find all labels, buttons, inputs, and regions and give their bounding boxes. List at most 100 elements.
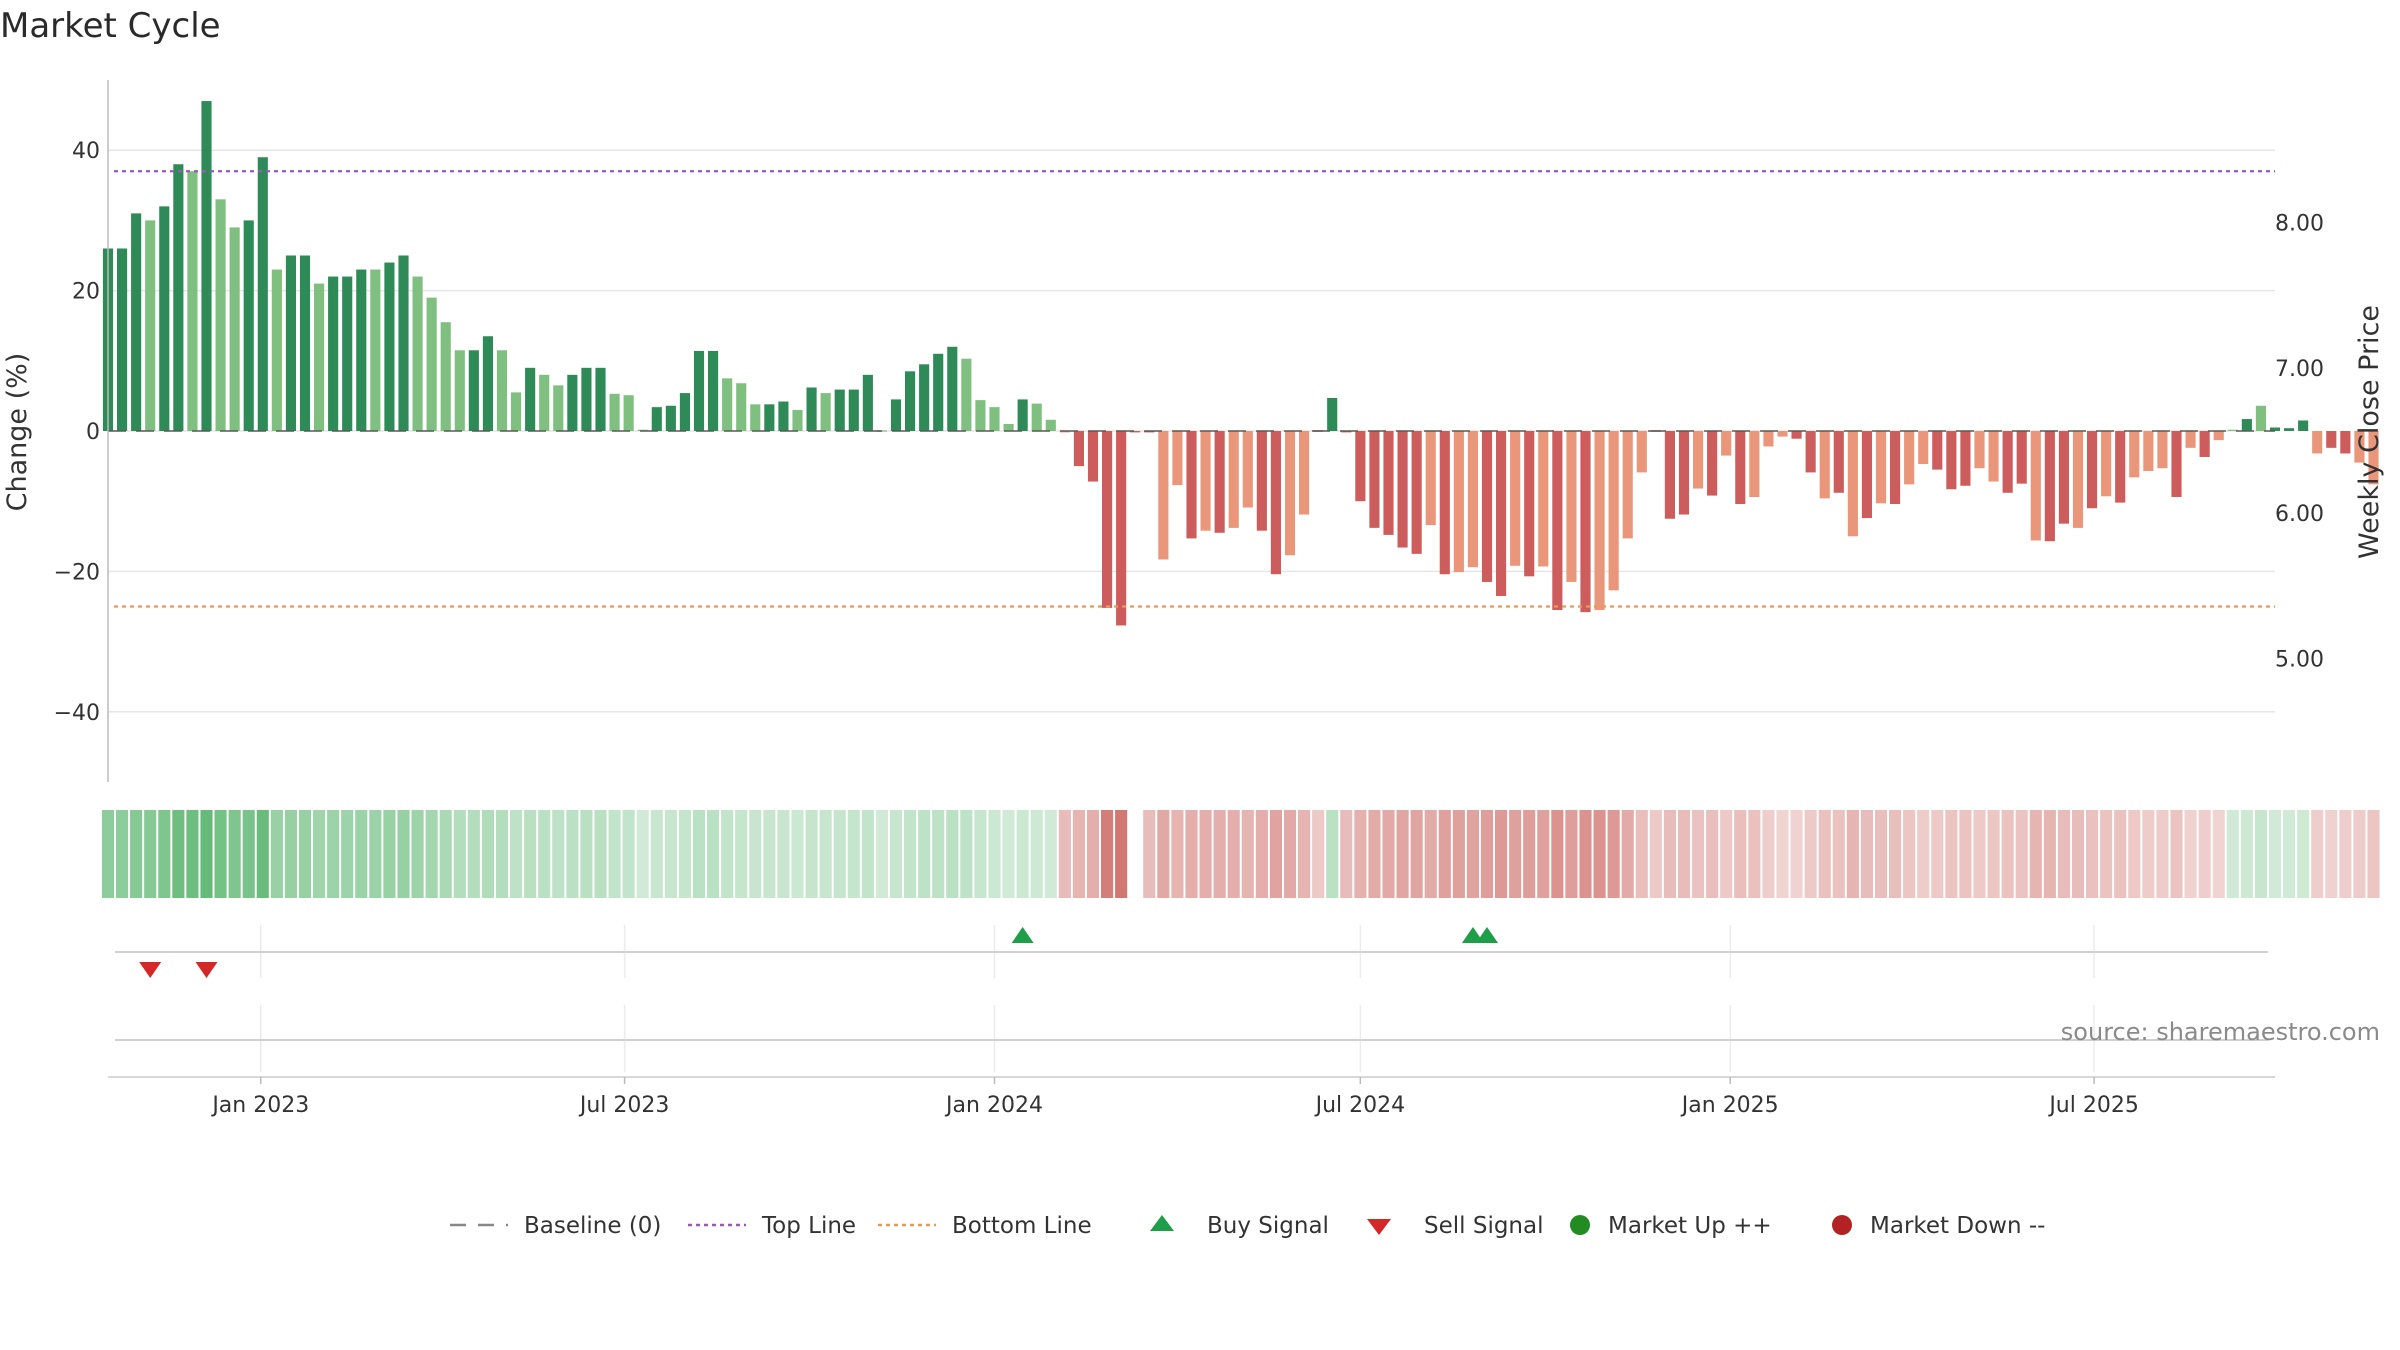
strip-cell [918, 810, 931, 898]
y-tick-label: −20 [54, 560, 100, 585]
change-bar [1045, 419, 1056, 431]
strip-cell [2057, 810, 2070, 898]
change-bar [1397, 431, 1408, 548]
strip-cell [453, 810, 466, 898]
source-label: source: sharemaestro.com [2061, 1018, 2380, 1046]
strip-cell [1692, 810, 1705, 898]
change-bar [567, 374, 578, 431]
intensity-strip [101, 810, 2380, 898]
strip-cell [1199, 810, 1212, 898]
strip-cell [889, 810, 903, 898]
change-bar [229, 227, 240, 431]
legend-label: Baseline (0) [524, 1213, 661, 1239]
change-bar [1270, 431, 1281, 575]
change-bar [1904, 431, 1915, 485]
change-bar [609, 393, 620, 431]
change-bar [862, 374, 873, 431]
strip-cell [1804, 810, 1817, 898]
change-bar [2072, 431, 2084, 528]
legend-sell-icon [1367, 1219, 1391, 1235]
strip-cell [467, 810, 480, 898]
strip-cell [1790, 810, 1803, 898]
strip-cell [875, 810, 888, 898]
strip-cell [847, 810, 860, 898]
change-bar [511, 392, 522, 431]
change-bar [2143, 431, 2154, 472]
change-bar [693, 350, 705, 431]
legend-label: Sell Signal [1424, 1213, 1544, 1239]
strip-cell [1551, 810, 1564, 898]
change-bar [778, 401, 789, 431]
change-bar [468, 350, 479, 431]
legend-buy-icon [1150, 1215, 1174, 1231]
change-bar [1833, 431, 1844, 493]
strip-cell [1903, 810, 1916, 898]
strip-cell [636, 810, 649, 898]
strip-cell [1171, 810, 1184, 898]
strip-cell [988, 810, 1001, 898]
change-bar [2087, 431, 2098, 509]
strip-cell [2156, 810, 2169, 898]
strip-cell [256, 810, 269, 898]
change-bar [2058, 431, 2069, 524]
strip-cell [1368, 810, 1381, 898]
y2-tick-label: 6.00 [2275, 502, 2324, 527]
strip-cell [411, 810, 424, 898]
x-tick-label: Jan 2024 [944, 1093, 1043, 1118]
change-bar [314, 283, 325, 431]
signals-panel [115, 925, 2268, 978]
strip-cell [608, 810, 621, 898]
change-bar [1439, 431, 1450, 575]
change-bar [736, 383, 747, 431]
change-bar [679, 393, 690, 431]
change-bar [975, 400, 986, 431]
strip-cell [130, 810, 143, 898]
strip-cell [1410, 810, 1423, 898]
strip-cell [1438, 810, 1451, 898]
strip-cell [481, 810, 494, 898]
change-bar [1580, 431, 1591, 613]
change-bar [2030, 431, 2041, 541]
change-bar [1791, 431, 1802, 439]
change-bar [1552, 431, 1563, 611]
change-bar [2129, 431, 2140, 478]
change-bar [1228, 431, 1239, 528]
change-bar [398, 255, 409, 431]
change-bar [2255, 405, 2266, 431]
change-bar [454, 350, 465, 431]
change-bar [722, 378, 733, 431]
change-bar [2101, 431, 2112, 497]
change-bar [187, 171, 198, 431]
reference-lines [108, 170, 2275, 608]
strip-cell [1480, 810, 1494, 898]
strip-cell [116, 810, 129, 898]
strip-cell [510, 810, 523, 898]
strip-cell [1734, 810, 1747, 898]
change-bar [2002, 431, 2013, 493]
strip-cell [1452, 810, 1465, 898]
change-bar [1256, 431, 1267, 531]
strip-cell [833, 810, 846, 898]
change-bar [271, 269, 282, 431]
strip-cell [313, 810, 326, 898]
change-bar [933, 353, 944, 431]
strip-cell [2339, 810, 2352, 898]
change-bar [1735, 431, 1746, 505]
change-bar [1622, 431, 1633, 539]
strip-cell [1157, 810, 1170, 898]
change-bar [131, 213, 142, 431]
strip-cell [594, 810, 607, 898]
change-bar [989, 407, 1000, 431]
change-bar [159, 206, 170, 431]
strip-cell [1776, 810, 1789, 898]
strip-cell [1706, 810, 1719, 898]
sell-signal-marker [195, 962, 218, 978]
change-bar [2171, 431, 2182, 497]
change-bar [2185, 431, 2196, 448]
change-bar [1749, 431, 1760, 497]
change-bar [2312, 431, 2323, 454]
change-bar [2157, 431, 2168, 469]
strip-cell [650, 810, 663, 898]
change-bar [1678, 431, 1690, 515]
